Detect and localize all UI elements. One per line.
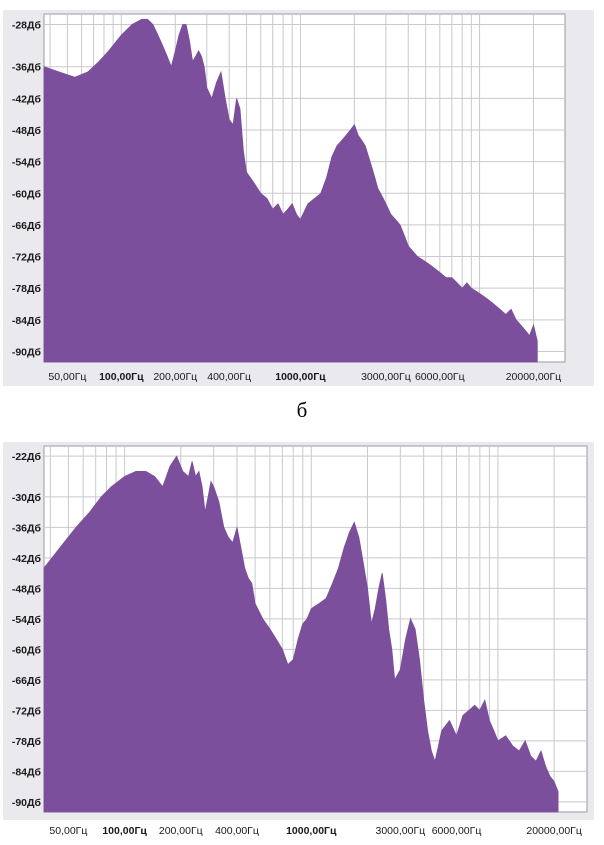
y-tick-label: -72Дб (12, 705, 42, 717)
y-tick-label: -48Дб (12, 583, 42, 595)
x-tick-label: 400,00Гц (207, 371, 251, 383)
x-tick-label: 50,00Гц (48, 371, 86, 383)
x-tick-label: 20000,00Гц (506, 371, 562, 383)
y-tick-label: -30Дб (12, 492, 42, 504)
y-tick-label: -22Дб (12, 451, 42, 463)
spectrum-area-1 (43, 455, 559, 813)
y-tick-label: -60Дб (12, 644, 42, 656)
y-tick-label: -36Дб (12, 62, 42, 74)
y-tick-label: -66Дб (12, 220, 42, 232)
x-tick-label: 6000,00Гц (432, 825, 482, 837)
x-tick-label: 20000,00Гц (526, 825, 582, 837)
x-tick-label: 3000,00Гц (376, 825, 426, 837)
x-tick-label: 200,00Гц (159, 825, 203, 837)
x-tick-label: 3000,00Гц (361, 371, 411, 383)
x-tick-label: 400,00Гц (215, 825, 259, 837)
x-tick-label: 100,00Гц (99, 371, 144, 383)
x-tick-label: 100,00Гц (102, 825, 147, 837)
y-tick-label: -36Дб (12, 522, 42, 534)
y-tick-label: -84Дб (12, 315, 42, 327)
y-tick-label: -78Дб (12, 283, 42, 295)
y-tick-label: -60Дб (12, 188, 42, 200)
y-tick-label: -90Дб (12, 797, 42, 809)
y-tick-label: -84Дб (12, 766, 42, 778)
y-tick-label: -66Дб (12, 675, 42, 687)
figure-caption: б (296, 398, 308, 422)
y-tick-label: -48Дб (12, 125, 42, 137)
x-tick-label: 1000,00Гц (286, 825, 337, 837)
y-tick-label: -42Дб (12, 553, 42, 565)
y-tick-label: -90Дб (12, 346, 42, 358)
spectrum-chart-bottom: -22Дб -30Дб -36Дб -42Дб -48Дб -54Дб -60Дб -66Дб… (3, 442, 594, 837)
x-tick-label: 1000,00Гц (275, 371, 326, 383)
x-tick-label: 50,00Гц (49, 825, 87, 837)
y-tick-label: -78Дб (12, 736, 42, 748)
spectrum-chart-top: -28Дб -36Дб -42Дб -48Дб -54Дб -60Дб -66Дб -72Дб… (3, 10, 594, 386)
y-tick-label: -72Дб (12, 252, 42, 264)
x-tick-label: 200,00Гц (153, 371, 197, 383)
spectrum-area-1 (43, 18, 538, 363)
y-tick-label: -54Дб (12, 157, 42, 169)
y-tick-label: -28Дб (12, 20, 42, 32)
x-tick-label: 6000,00Гц (415, 371, 465, 383)
y-tick-label: -54Дб (12, 614, 42, 626)
y-tick-label: -42Дб (12, 93, 42, 105)
